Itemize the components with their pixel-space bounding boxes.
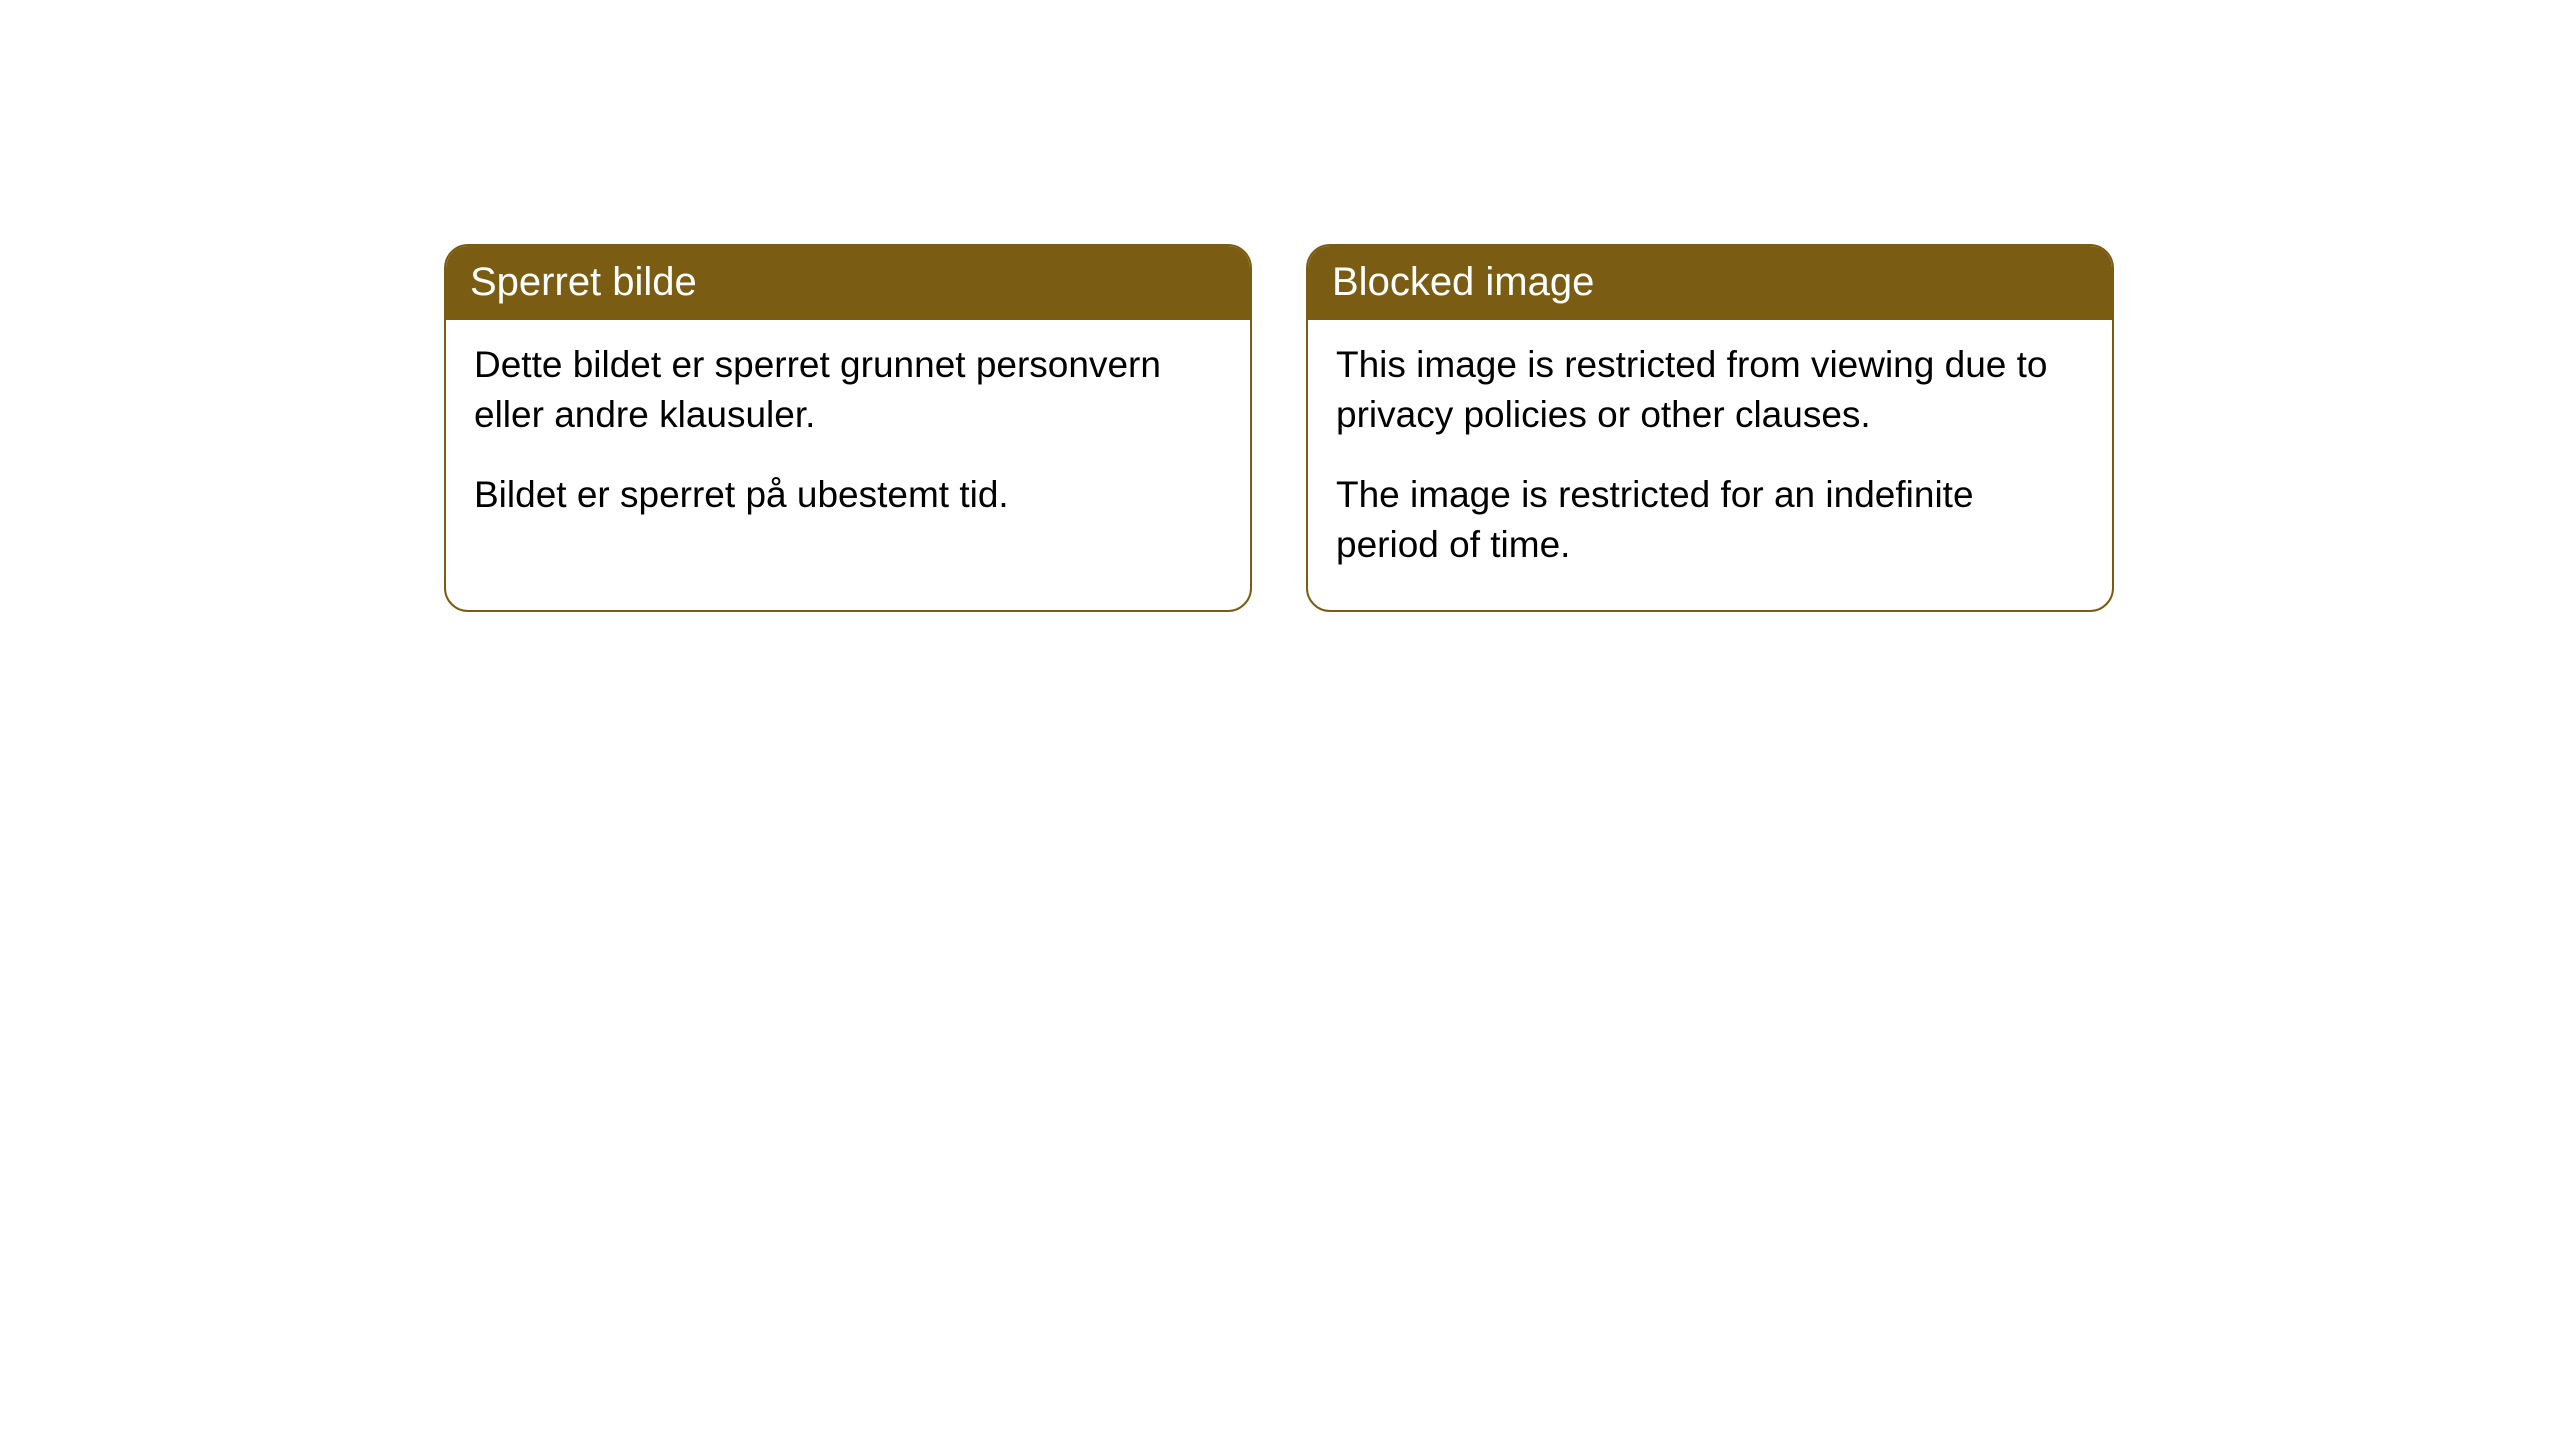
card-title: Sperret bilde	[470, 260, 697, 304]
card-header-norwegian: Sperret bilde	[446, 246, 1250, 320]
card-paragraph: Bildet er sperret på ubestemt tid.	[474, 470, 1222, 520]
card-body-english: This image is restricted from viewing du…	[1308, 320, 2112, 610]
notice-card-english: Blocked image This image is restricted f…	[1306, 244, 2114, 612]
notice-cards-container: Sperret bilde Dette bildet er sperret gr…	[444, 244, 2114, 612]
card-title: Blocked image	[1332, 260, 1594, 304]
card-paragraph: The image is restricted for an indefinit…	[1336, 470, 2084, 570]
card-paragraph: This image is restricted from viewing du…	[1336, 340, 2084, 440]
notice-card-norwegian: Sperret bilde Dette bildet er sperret gr…	[444, 244, 1252, 612]
card-body-norwegian: Dette bildet er sperret grunnet personve…	[446, 320, 1250, 560]
card-header-english: Blocked image	[1308, 246, 2112, 320]
card-paragraph: Dette bildet er sperret grunnet personve…	[474, 340, 1222, 440]
